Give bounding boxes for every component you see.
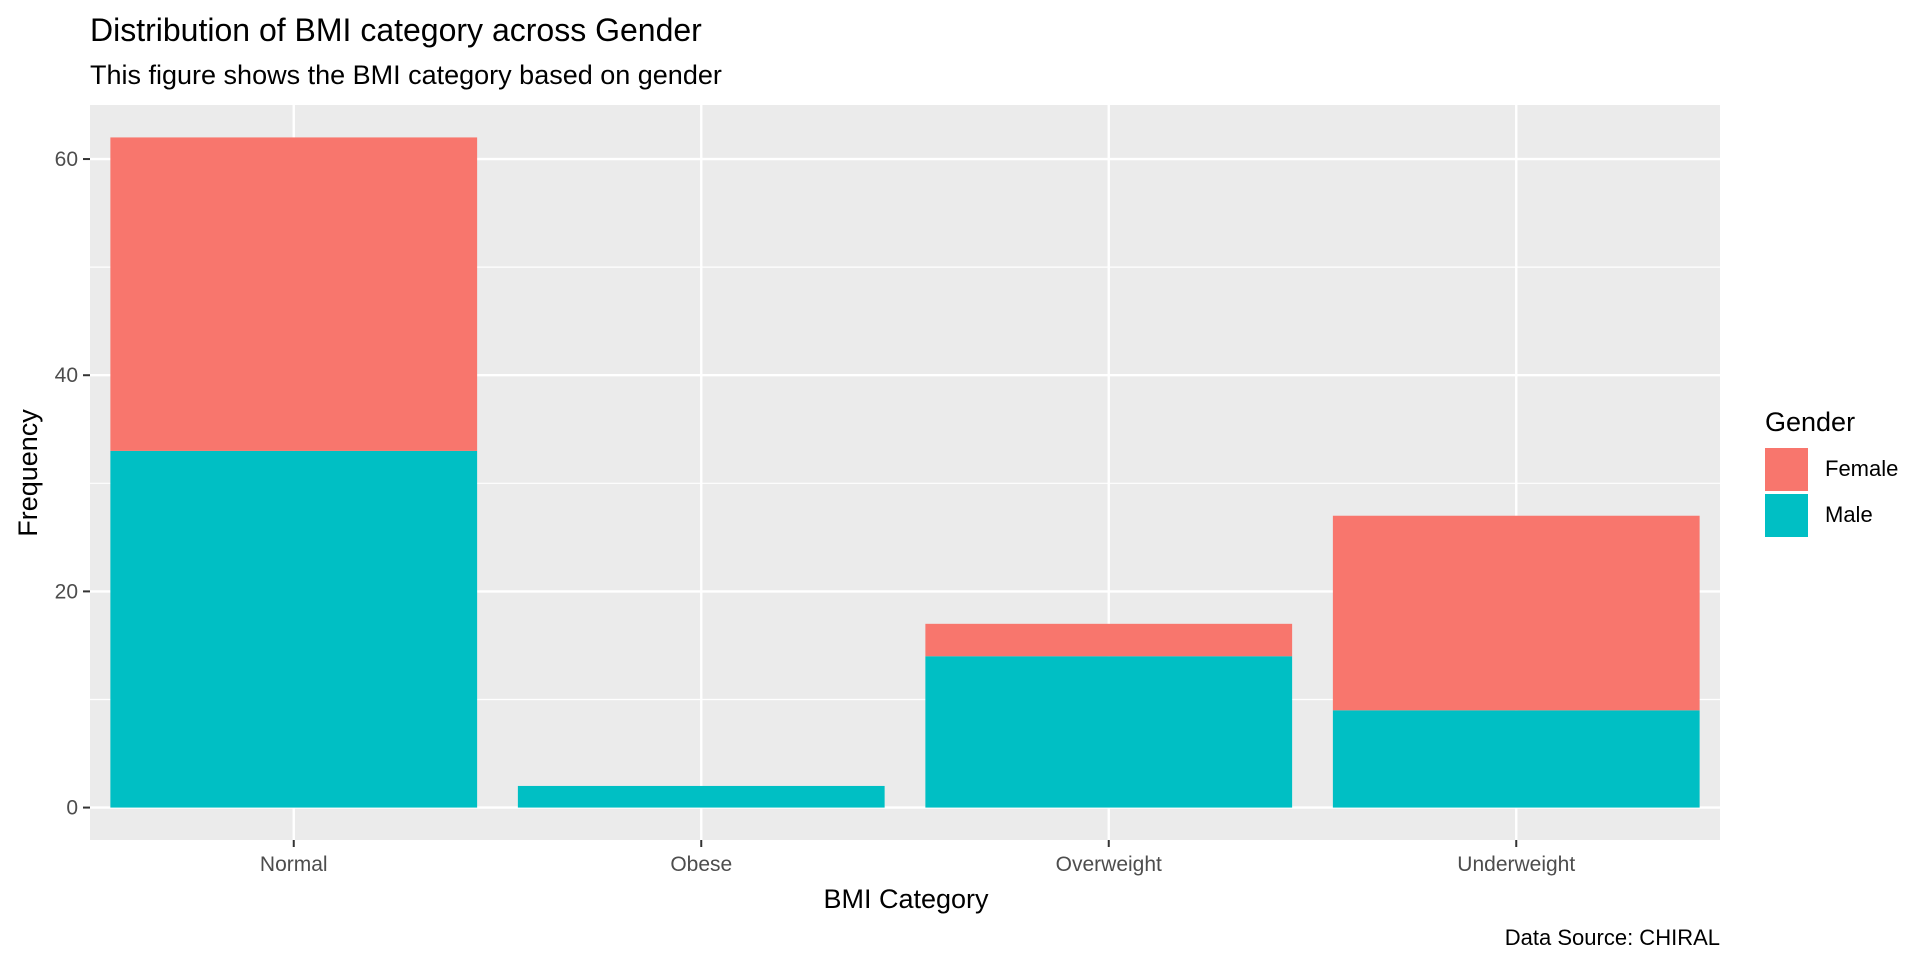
legend-swatch-male — [1765, 493, 1808, 537]
chart-subtitle: This figure shows the BMI category based… — [90, 60, 722, 90]
bar-male-underweight — [1332, 710, 1700, 808]
x-tick-label: Obese — [670, 853, 732, 876]
x-axis: Normal Obese Overweight Underweight — [260, 840, 1575, 876]
legend-label-male: Male — [1825, 502, 1873, 527]
chart-title: Distribution of BMI category across Gend… — [90, 12, 702, 48]
y-axis: 0 20 40 60 — [55, 148, 90, 820]
y-axis-label: Frequency — [13, 409, 43, 537]
bar-male-normal — [110, 450, 478, 808]
legend-title: Gender — [1765, 407, 1856, 437]
bar-female-normal — [110, 137, 478, 451]
bar-male-obese — [517, 785, 885, 808]
y-tick-label: 20 — [55, 580, 78, 603]
bar-female-underweight — [1332, 515, 1700, 711]
x-tick-label: Underweight — [1457, 853, 1575, 876]
data-source-caption: Data Source: CHIRAL — [1504, 925, 1720, 950]
legend-swatch-female — [1765, 447, 1808, 491]
legend: Gender Female Male — [1765, 405, 1915, 539]
bar-female-overweight — [925, 623, 1293, 657]
y-tick-label: 0 — [66, 797, 78, 820]
legend-item-female: Female — [1765, 447, 1915, 491]
x-axis-label: BMI Category — [823, 884, 989, 914]
legend-label-female: Female — [1825, 456, 1899, 481]
y-tick-label: 40 — [55, 364, 78, 387]
plot-area — [90, 105, 1720, 840]
bar-male-overweight — [925, 656, 1293, 808]
x-tick-label: Normal — [260, 853, 328, 876]
y-tick-label: 60 — [55, 148, 78, 171]
x-tick-label: Overweight — [1056, 853, 1162, 876]
legend-item-male: Male — [1765, 493, 1915, 537]
